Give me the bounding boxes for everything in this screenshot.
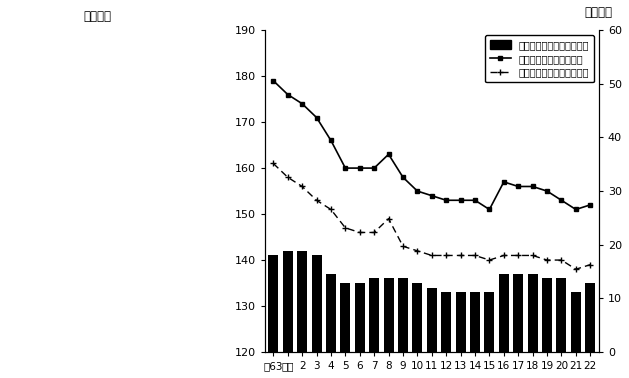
- Bar: [470, 292, 480, 352]
- Legend: 所定外労働時間（右目盛）, 総実労働時間（左目盛）, 所定内労働時間（左目盛）: 所定外労働時間（右目盛）, 総実労働時間（左目盛）, 所定内労働時間（左目盛）: [485, 35, 594, 82]
- Text: （時間）: （時間）: [585, 6, 613, 19]
- Bar: [455, 292, 465, 352]
- Bar: [528, 274, 538, 352]
- Bar: [355, 283, 365, 352]
- Bar: [297, 251, 307, 352]
- Text: （時間）: （時間）: [84, 10, 111, 23]
- Bar: [542, 279, 552, 352]
- Bar: [398, 279, 408, 352]
- Bar: [413, 283, 423, 352]
- Bar: [571, 292, 581, 352]
- Bar: [484, 292, 494, 352]
- Bar: [557, 279, 567, 352]
- Bar: [311, 256, 321, 352]
- Bar: [282, 251, 292, 352]
- Bar: [513, 274, 523, 352]
- Bar: [340, 283, 350, 352]
- Bar: [269, 256, 279, 352]
- Bar: [326, 274, 336, 352]
- Bar: [369, 279, 379, 352]
- Bar: [499, 274, 509, 352]
- Bar: [585, 283, 595, 352]
- Bar: [384, 279, 394, 352]
- Bar: [426, 288, 437, 352]
- Bar: [441, 292, 451, 352]
